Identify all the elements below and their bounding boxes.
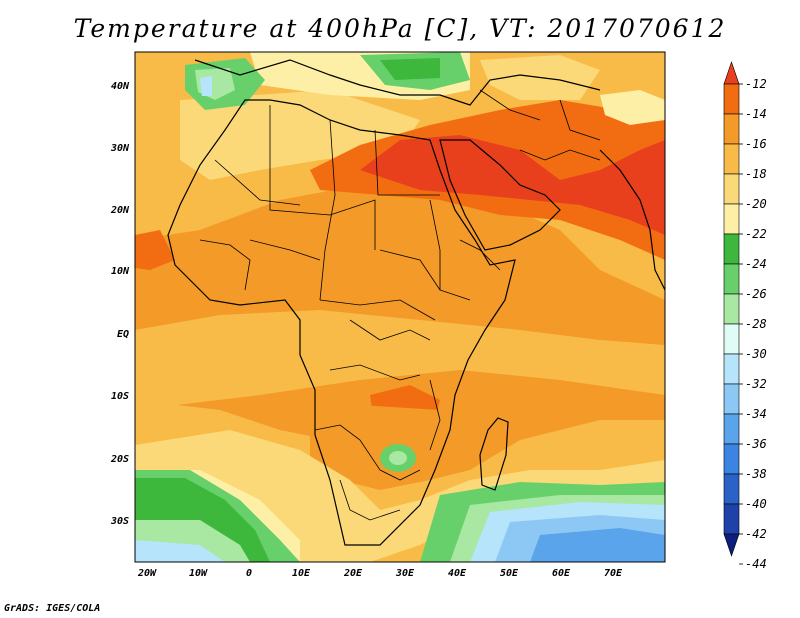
- colorbar-swatch: [723, 383, 740, 415]
- lon-axis: 20W 10W 0 10E 20E 30E 40E 50E 60E 70E: [137, 568, 623, 579]
- colorbar-swatch: [723, 413, 740, 445]
- colorbar-label: -42: [745, 527, 767, 541]
- lon-tick-30e: 30E: [395, 568, 415, 579]
- colorbar-label: -18: [745, 167, 767, 181]
- colorbar-swatch: [723, 503, 740, 535]
- lon-tick-40e: 40E: [448, 568, 467, 579]
- colorbar-swatch: [723, 143, 740, 175]
- lat-tick-30s: 30S: [110, 516, 129, 527]
- colorbar-swatch: [723, 173, 740, 205]
- lon-tick-10e: 10E: [292, 568, 311, 579]
- colorbar-label: -44: [745, 557, 767, 571]
- lon-tick-20e: 20E: [343, 568, 363, 579]
- india-coast: [599, 149, 665, 291]
- map-title: Temperature at 400hPa [C], VT: 201707061…: [73, 14, 727, 43]
- field-south-atlantic-blue: [135, 540, 225, 562]
- lat-tick-20s: 20S: [110, 454, 129, 465]
- colorbar-label: -34: [745, 407, 767, 421]
- field-indian-deep: [530, 528, 665, 562]
- colorbar-swatch: [723, 233, 740, 265]
- lat-tick-30n: 30N: [110, 143, 130, 154]
- lon-tick-0: 0: [246, 568, 252, 579]
- colorbar-label: -26: [745, 287, 767, 301]
- colorbar-swatch: [723, 293, 740, 325]
- colorbar-label: -30: [745, 347, 767, 361]
- field-south-warm: [310, 405, 460, 490]
- plot-frame: [134, 51, 666, 563]
- field-zimbabwe-lightgreen: [389, 451, 407, 465]
- colorbar-label: -14: [745, 107, 767, 121]
- credit-footer: GrADS: IGES/COLA: [4, 603, 101, 614]
- field-sahara-cool: [180, 90, 420, 180]
- colorbar-label: -12: [745, 77, 767, 91]
- colorbar-swatch: [723, 203, 740, 235]
- colorbar-swatch: [723, 473, 740, 505]
- colorbar-swatch: [723, 443, 740, 475]
- field-hindu-kush: [600, 90, 665, 125]
- lon-tick-60e: 60E: [552, 568, 571, 579]
- colorbar-swatch: [723, 113, 740, 145]
- colorbar-label: -28: [745, 317, 767, 331]
- colorbar-label: -16: [745, 137, 767, 151]
- lat-tick-eq: EQ: [117, 329, 129, 340]
- lat-tick-10s: 10S: [111, 391, 129, 402]
- field-iberia-blue: [200, 76, 212, 96]
- colorbar-label: -38: [745, 467, 767, 481]
- colorbar-swatch: [723, 83, 740, 115]
- colorbar-swatch: [723, 263, 740, 295]
- country-borders: [199, 89, 601, 521]
- field-equatorial-band: [135, 310, 665, 410]
- colorbar-body: -12 -14 -16 -18 -20 -22 -24 -26 -28 -30 -32 -34 -36 -…: [723, 61, 767, 571]
- colorbar-swatch: [723, 353, 740, 385]
- colorbar-label: -32: [745, 377, 767, 391]
- lon-tick-20w: 20W: [137, 568, 157, 579]
- lat-tick-20n: 20N: [110, 205, 130, 216]
- colorbar-label: -24: [745, 257, 767, 271]
- colorbar-label: -36: [745, 437, 767, 451]
- colorbar-label: -20: [745, 197, 767, 211]
- madagascar-coast: [479, 417, 509, 491]
- coastlines: [167, 59, 665, 546]
- lat-tick-10n: 10N: [111, 266, 130, 277]
- lon-tick-50e: 50E: [500, 568, 519, 579]
- lon-tick-70e: 70E: [604, 568, 623, 579]
- field-east-med-light: [380, 58, 440, 80]
- arabia-coast: [439, 139, 561, 251]
- lat-tick-40n: 40N: [111, 81, 130, 92]
- colorbar-label: -22: [745, 227, 767, 241]
- lat-axis: 40N 30N 20N 10N EQ 10S 20S 30S: [110, 81, 130, 527]
- colorbar-label: -40: [745, 497, 767, 511]
- colorbar-top-triangle: [723, 61, 740, 85]
- lon-tick-10w: 10W: [189, 568, 208, 579]
- africa-coast: [167, 99, 516, 546]
- colorbar-swatch: [723, 323, 740, 355]
- med-north-coast: [194, 59, 601, 106]
- colorbar-bottom-triangle: [723, 533, 740, 557]
- field-west-hot: [135, 230, 175, 270]
